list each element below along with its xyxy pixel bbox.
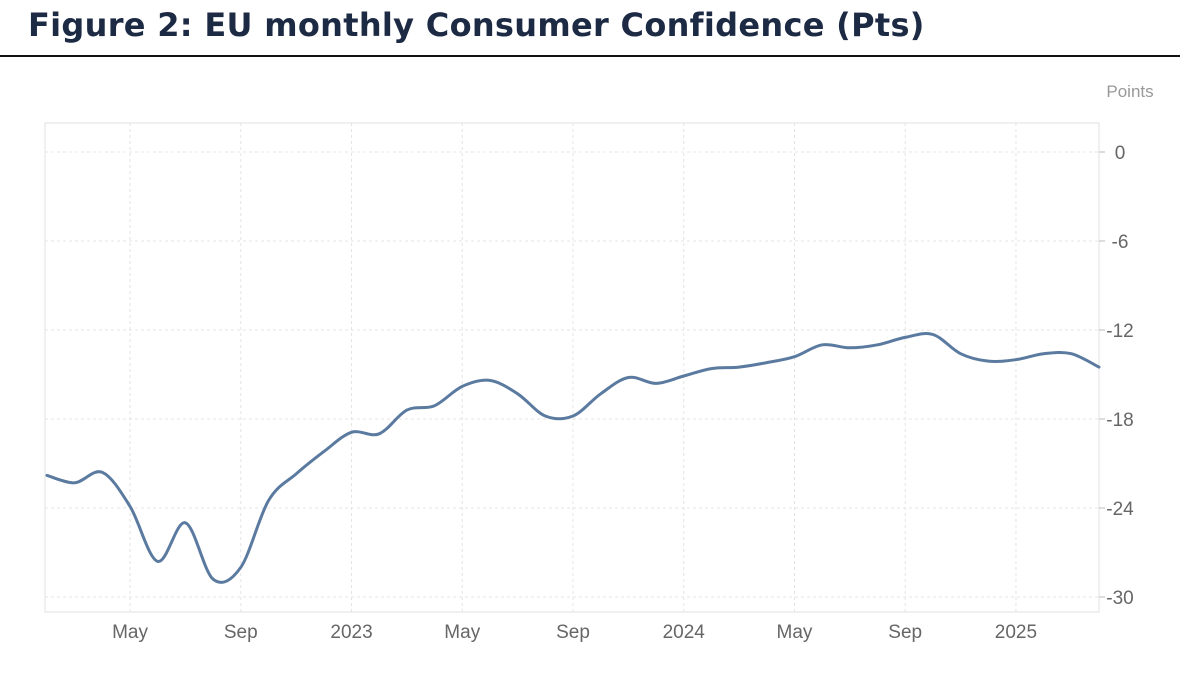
y-axis: 0 -6 -12 -18 -24 -30	[1099, 143, 1134, 609]
series-line	[45, 332, 1101, 584]
x-tick-label: 2023	[330, 622, 372, 643]
y-tick-label: -18	[1106, 410, 1133, 431]
y-tick-label: -6	[1112, 232, 1129, 253]
x-tick-label: May	[112, 622, 148, 643]
y-tick-label: -12	[1106, 321, 1133, 342]
x-tick-label: May	[777, 622, 813, 643]
y-tick-label: 0	[1115, 143, 1126, 164]
x-tick-label: May	[444, 622, 480, 643]
chart-title: Figure 2: EU monthly Consumer Confidence…	[28, 6, 925, 44]
grid-lines	[45, 123, 1099, 612]
x-tick-label: 2025	[995, 622, 1037, 643]
x-tick-label: Sep	[224, 622, 258, 643]
x-tick-label: Sep	[888, 622, 922, 643]
y-tick-label: -30	[1106, 588, 1133, 609]
y-tick-label: -24	[1106, 499, 1134, 520]
plot-area-border	[44, 122, 1100, 613]
x-tick-label: 2024	[663, 622, 706, 643]
x-axis: May Sep 2023 May Sep 2024 May Sep 2025	[112, 622, 1037, 643]
x-tick-label: Sep	[556, 622, 590, 643]
line-chart: Points 0 -6 -12 -18 -24 -30 May Sep 2023 May Sep 2…	[44, 82, 1154, 643]
y-axis-unit-label: Points	[1106, 82, 1153, 101]
series-group	[45, 332, 1101, 584]
title-divider	[0, 55, 1180, 57]
